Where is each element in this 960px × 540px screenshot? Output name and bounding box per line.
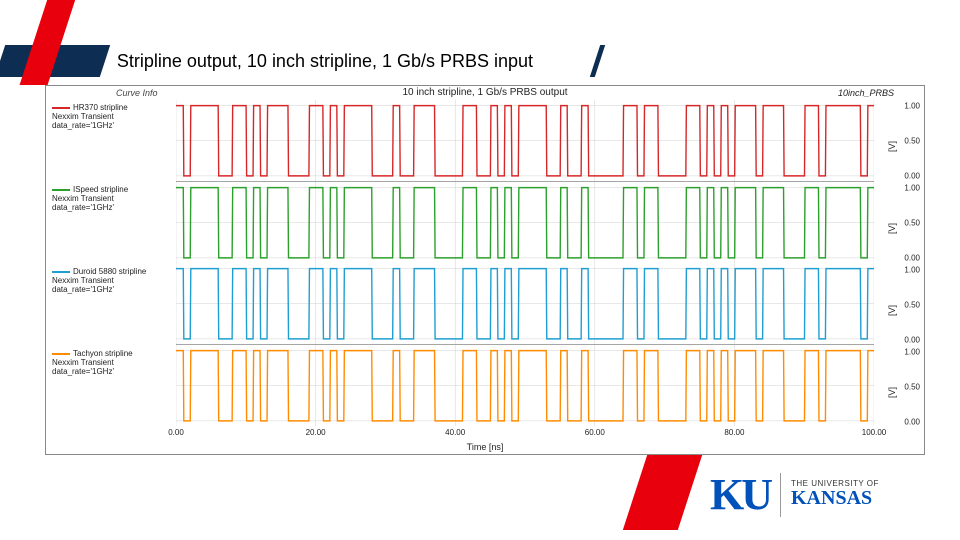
- ku-text: THE UNIVERSITY OF KANSAS: [781, 480, 879, 509]
- yticks-panel-2: 0.00 0.50 1.00 [V]: [880, 264, 922, 346]
- ku-big-text: KANSAS: [791, 488, 879, 509]
- legend-3: Tachyon striplineNexxim Transientdata_ra…: [52, 346, 172, 428]
- legend-sub2-1: data_rate='1GHz': [52, 204, 172, 213]
- ku-mark: KU: [710, 473, 781, 517]
- chart-container: 10 inch stripline, 1 Gb/s PRBS output Cu…: [45, 85, 925, 455]
- y-axis-label: [V]: [887, 387, 897, 398]
- xtick: 60.00: [585, 428, 605, 437]
- ku-logo: KU THE UNIVERSITY OF KANSAS: [710, 467, 920, 522]
- ytick: 1.00: [904, 265, 920, 274]
- panel-svg-1: [176, 182, 874, 264]
- slide-title-container: Stripline output, 10 inch stripline, 1 G…: [100, 45, 600, 77]
- ytick: 0.00: [904, 254, 920, 263]
- legend-sub2-0: data_rate='1GHz': [52, 122, 172, 131]
- waveform-panel-1: [176, 182, 874, 264]
- ytick: 0.50: [904, 383, 920, 392]
- yticks-panel-0: 0.00 0.50 1.00 [V]: [880, 100, 922, 182]
- ytick: 1.00: [904, 101, 920, 110]
- xtick: 0.00: [168, 428, 184, 437]
- legend-2: Duroid 5880 striplineNexxim Transientdat…: [52, 264, 172, 346]
- yticks-panel-3: 0.00 0.50 1.00 [V]: [880, 346, 922, 428]
- y-axis-label: [V]: [887, 141, 897, 152]
- legend-1: ISpeed striplineNexxim Transientdata_rat…: [52, 182, 172, 264]
- ytick: 0.50: [904, 301, 920, 310]
- chart-right-label: 10inch_PRBS: [838, 88, 894, 98]
- y-axis-label: [V]: [887, 223, 897, 234]
- slide-title: Stripline output, 10 inch stripline, 1 G…: [117, 51, 533, 72]
- ytick: 1.00: [904, 183, 920, 192]
- legend-sub2-2: data_rate='1GHz': [52, 286, 172, 295]
- curve-info-label: Curve Info: [116, 88, 158, 98]
- xtick: 100.00: [862, 428, 886, 437]
- legend-sub2-3: data_rate='1GHz': [52, 368, 172, 377]
- y-axis-label: [V]: [887, 305, 897, 316]
- ytick: 1.00: [904, 347, 920, 356]
- ytick: 0.00: [904, 336, 920, 345]
- ytick: 0.00: [904, 172, 920, 181]
- waveform-panel-3: [176, 345, 874, 427]
- legend-0: HR370 striplineNexxim Transientdata_rate…: [52, 100, 172, 182]
- x-axis-label: Time [ns]: [46, 442, 924, 452]
- panel-svg-3: [176, 345, 874, 427]
- waveform-panel-0: [176, 100, 874, 182]
- xtick: 80.00: [724, 428, 744, 437]
- panel-svg-0: [176, 100, 874, 182]
- xtick: 40.00: [445, 428, 465, 437]
- yticks-panel-1: 0.00 0.50 1.00 [V]: [880, 182, 922, 264]
- chart-title: 10 inch stripline, 1 Gb/s PRBS output: [46, 87, 924, 98]
- ytick: 0.50: [904, 137, 920, 146]
- plot-region: [176, 100, 874, 426]
- xtick: 20.00: [306, 428, 326, 437]
- x-axis-ticks: 0.0020.0040.0060.0080.00100.00: [176, 428, 874, 440]
- ytick: 0.00: [904, 418, 920, 427]
- waveform-panel-2: [176, 263, 874, 345]
- brand-red-stripe: [623, 455, 702, 530]
- ytick: 0.50: [904, 219, 920, 228]
- panel-svg-2: [176, 263, 874, 345]
